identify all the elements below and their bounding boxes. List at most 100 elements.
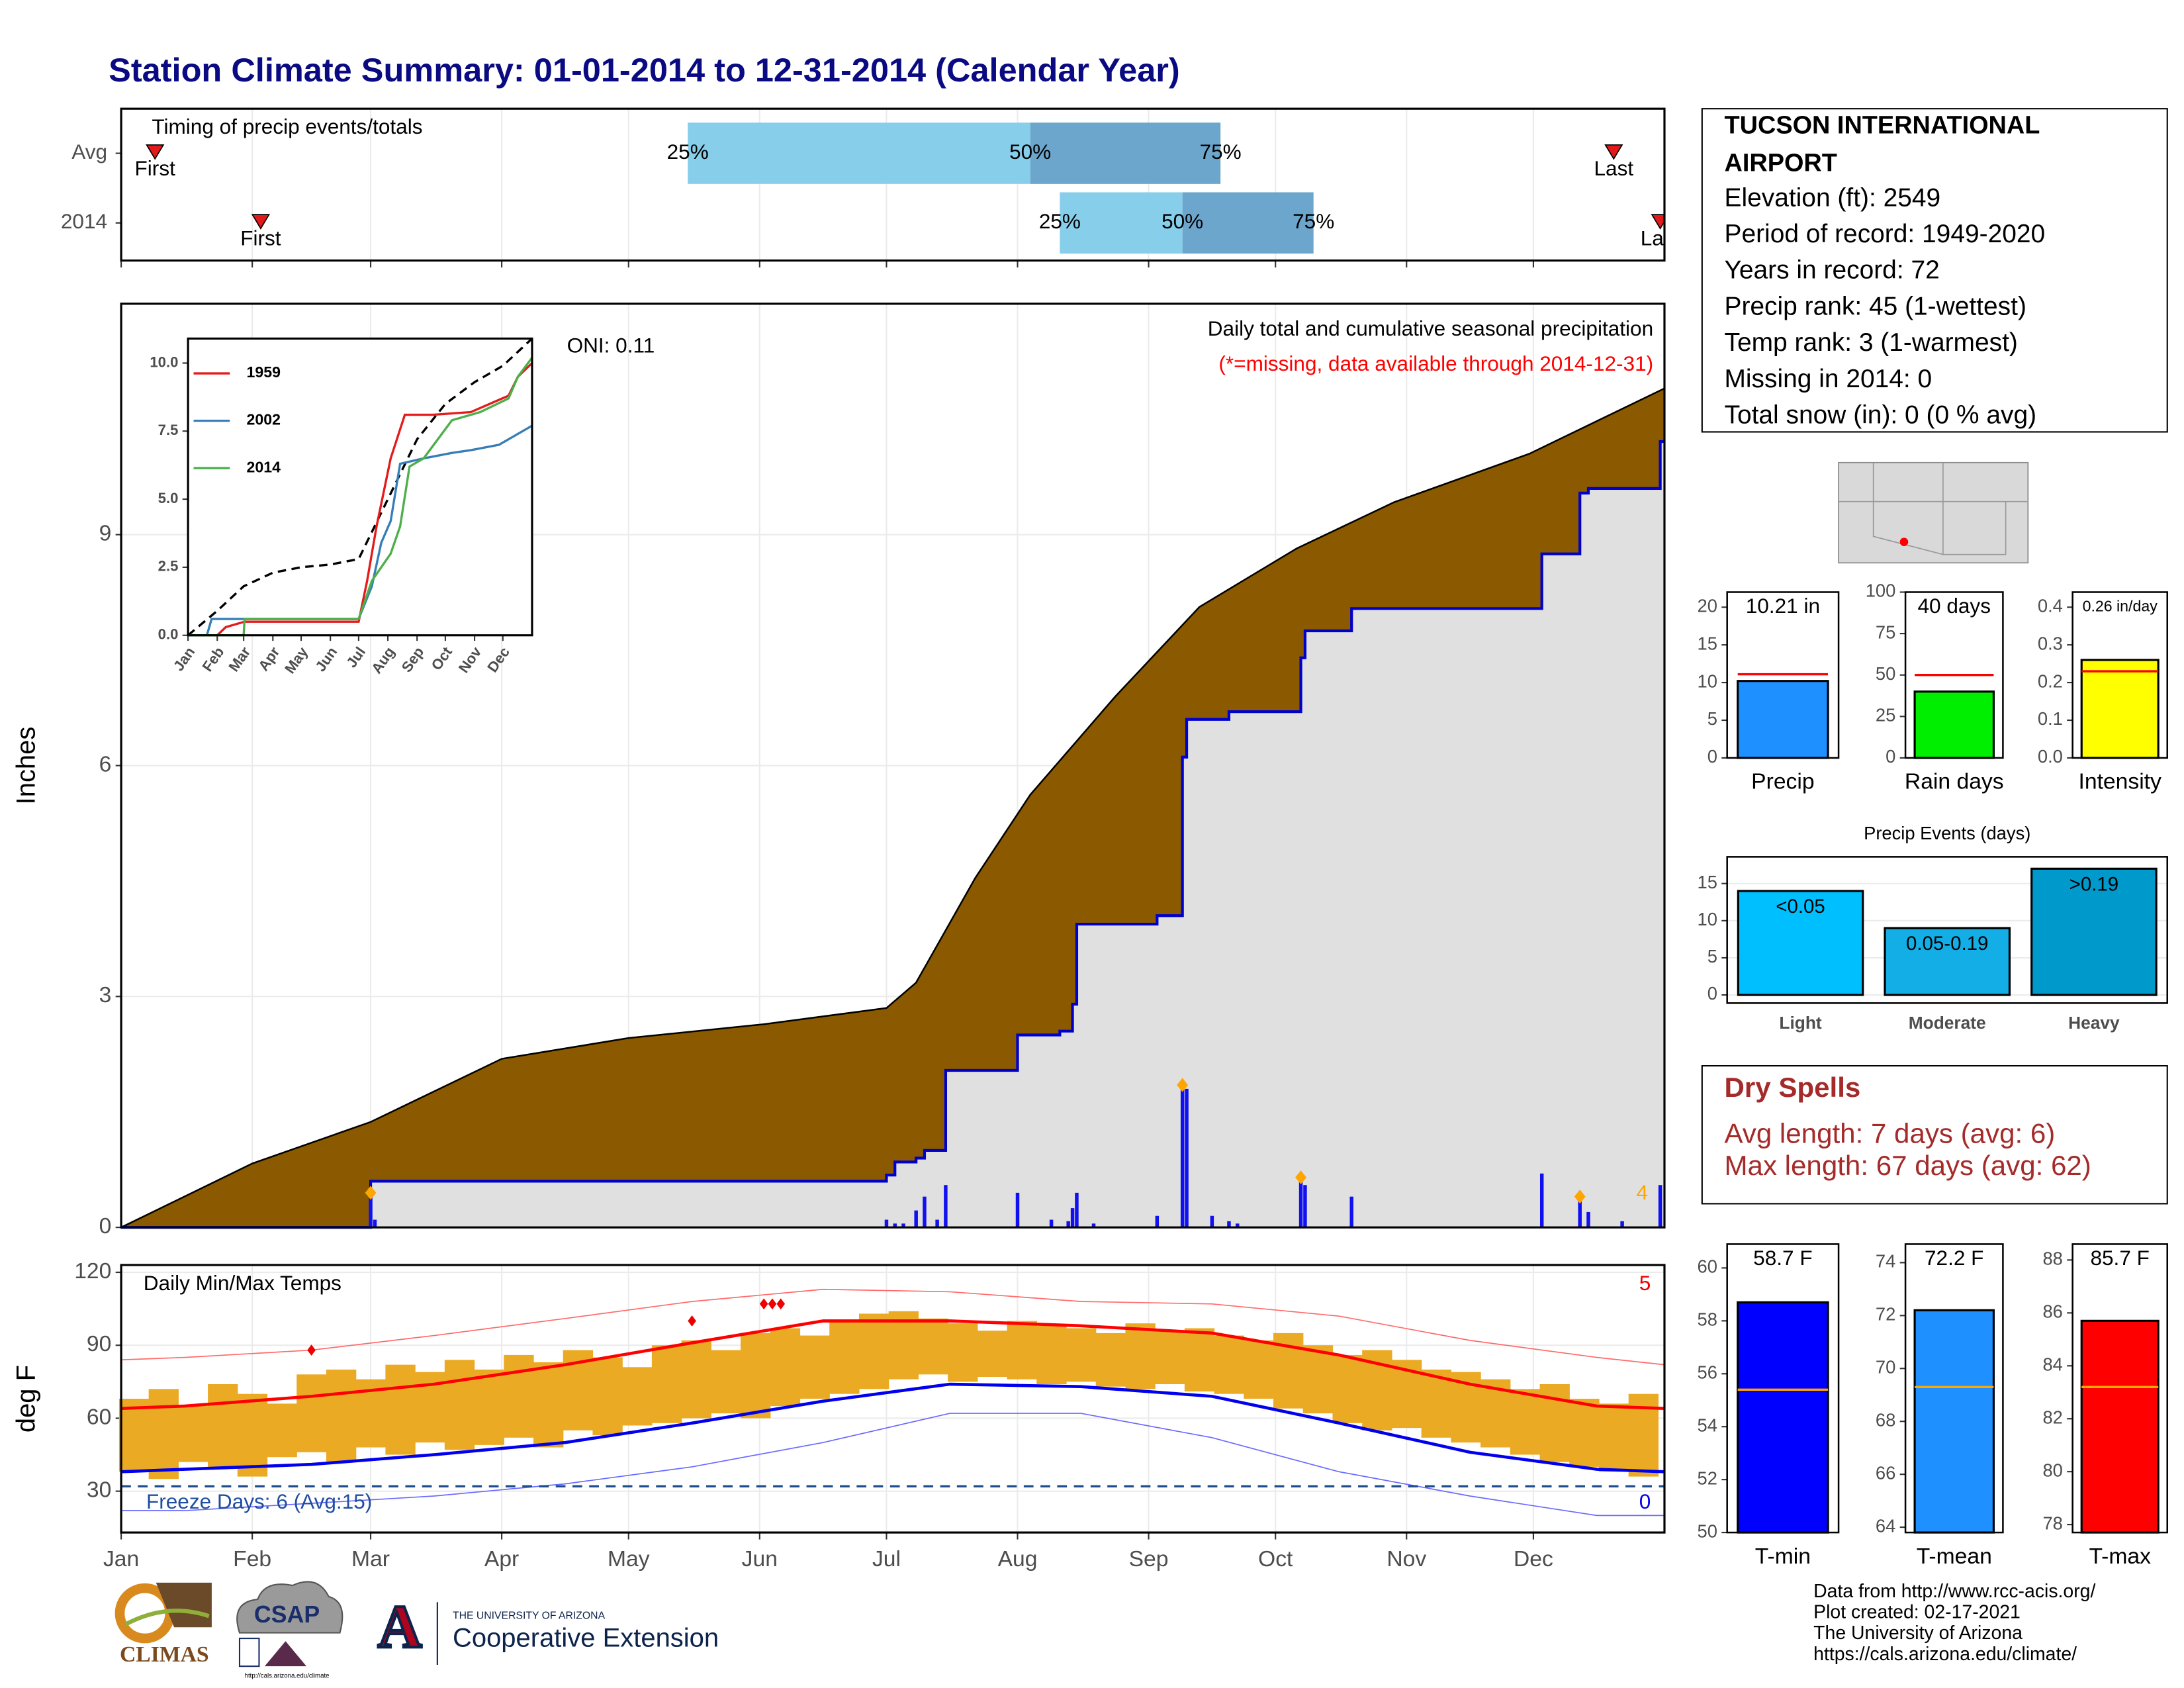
bin-label: >0.19 [2070, 873, 2119, 895]
temp-range-bar [1244, 1340, 1274, 1399]
daily-precip-bar [1349, 1196, 1353, 1228]
value-label: 40 days [1917, 594, 1991, 618]
panel-border [1904, 591, 2004, 759]
temp-range-bar [1125, 1323, 1156, 1389]
record-count: 5 [1639, 1271, 1651, 1295]
series-line [188, 362, 533, 637]
daily-precip-bar [1303, 1185, 1307, 1228]
temp-range-bar [1421, 1369, 1451, 1438]
quartile-bar [1182, 192, 1314, 254]
y-tick-label: 50 [1876, 663, 1895, 684]
legend-label: 1959 [247, 363, 281, 381]
y-tick-label: 0.0 [2038, 746, 2063, 767]
y-tick-label: 0.4 [2038, 595, 2063, 616]
temp-range-bar [533, 1362, 564, 1448]
footer-line: Data from http://www.rcc-acis.org/ [1813, 1581, 2095, 1602]
dry-spells-title: Dry Spells [1724, 1072, 1860, 1103]
y-tick-label: 0 [99, 1214, 112, 1239]
daily-precip-bar [1539, 1173, 1544, 1228]
logo-text: Cooperative Extension [453, 1624, 719, 1653]
y-tick-label: 6 [99, 752, 112, 776]
normal-line [121, 1288, 1665, 1366]
series-line [188, 424, 533, 637]
y-tick-label: 56 [1698, 1362, 1717, 1383]
y-tick-label: 66 [1876, 1462, 1895, 1483]
dry-spells-box [1701, 1064, 2168, 1205]
value-label: 85.7 F [2090, 1246, 2149, 1270]
daily-precip-bar [1578, 1196, 1582, 1228]
x-tick-label: Feb [233, 1547, 271, 1571]
y-tick-label: 0 [1886, 746, 1895, 767]
daily-precip-bar [1070, 1208, 1075, 1228]
ua-logo: A THE UNIVERSITY OF ARIZONA Cooperative … [376, 1591, 719, 1665]
x-tick-label: May [608, 1547, 650, 1571]
normal-line [121, 1413, 1664, 1517]
daily-precip-bar [1227, 1221, 1231, 1228]
y-tick-label: 78 [2042, 1513, 2062, 1533]
record-marker [776, 1298, 786, 1310]
y-tick-label: 0 [1707, 983, 1717, 1004]
y-tick-label: 72 [1876, 1304, 1895, 1325]
event-marker [1604, 144, 1623, 160]
quartile-label: 50% [1161, 209, 1203, 233]
y-tick-label: 7.5 [158, 422, 179, 438]
daily-precip-bar [1185, 1088, 1189, 1228]
quartile-label: 75% [1200, 140, 1242, 164]
temp-range-bar [1184, 1328, 1215, 1392]
quartile-label: 25% [1039, 209, 1081, 233]
y-tick-label: 80 [2042, 1460, 2062, 1480]
daily-precip-bar [1075, 1192, 1079, 1228]
temp-range-bar [1332, 1354, 1363, 1423]
y-tick-label: 10.0 [150, 353, 178, 370]
temp-range-bar [178, 1406, 208, 1462]
temp-range-bar [474, 1369, 504, 1445]
y-tick-label: 5 [1707, 708, 1717, 729]
bar [2080, 1319, 2160, 1534]
footer-line: The University of Arizona [1813, 1622, 2023, 1644]
x-tick-label: Light [1779, 1013, 1821, 1033]
daily-precip-bar [1015, 1192, 1020, 1228]
x-tick-label: Mar [351, 1547, 390, 1571]
daily-precip-bar [884, 1219, 889, 1228]
panel-border [2071, 1243, 2169, 1534]
footer-line: Plot created: 02-17-2021 [1813, 1602, 2021, 1623]
station-info: Temp rank: 3 (1-warmest) [1724, 328, 2017, 357]
x-tick-label: Rain days [1905, 770, 2004, 794]
y-tick-label: 54 [1698, 1415, 1717, 1435]
y-tick-label: 100 [1866, 581, 1896, 601]
logo-text: http://cals.arizona.edu/climate [245, 1672, 330, 1679]
logo-text: CLIMAS [120, 1642, 209, 1667]
daily-precip-bar [944, 1185, 948, 1228]
temp-range-bar [622, 1367, 653, 1426]
panel-border [120, 303, 1666, 1229]
panel-border [120, 1264, 1666, 1534]
temp-range-bar [326, 1369, 357, 1462]
timing-rows: 25% 50% 75% First Last 25% 50% 75% First Last [135, 122, 1664, 254]
temp-range-bar [1007, 1321, 1037, 1380]
y-tick-label: 10 [1698, 671, 1717, 691]
event-label: Last [1594, 156, 1634, 180]
y-tick-label: 0.2 [2038, 671, 2063, 691]
quartile-bar [1030, 122, 1221, 184]
daily-precip-bar [1298, 1177, 1303, 1228]
logo-shape [236, 1581, 343, 1634]
series-line [188, 357, 533, 637]
daily-precip-bar [1066, 1221, 1070, 1228]
x-tick-label: Jun [742, 1547, 778, 1571]
temp-range-bar [1510, 1389, 1541, 1455]
x-tick-label: Precip [1751, 770, 1814, 794]
panel-border [1726, 1243, 1840, 1534]
daily-precip-bar [1049, 1219, 1054, 1228]
normal-line [121, 1382, 1665, 1474]
temp-range-bar [770, 1328, 801, 1407]
temp-range-bar [651, 1345, 682, 1423]
y-tick-label: 74 [1876, 1251, 1895, 1272]
station-info: Missing in 2014: 0 [1724, 365, 1932, 393]
y-tick-label: 86 [2042, 1301, 2062, 1322]
y-tick-label: 15 [1698, 633, 1717, 653]
temp-range-bar [829, 1321, 860, 1394]
bar [2030, 867, 2158, 996]
temp-range-bar [888, 1311, 919, 1380]
x-tick-label: Sep [1129, 1547, 1169, 1571]
page-title: Station Climate Summary: 01-01-2014 to 1… [109, 51, 1180, 89]
